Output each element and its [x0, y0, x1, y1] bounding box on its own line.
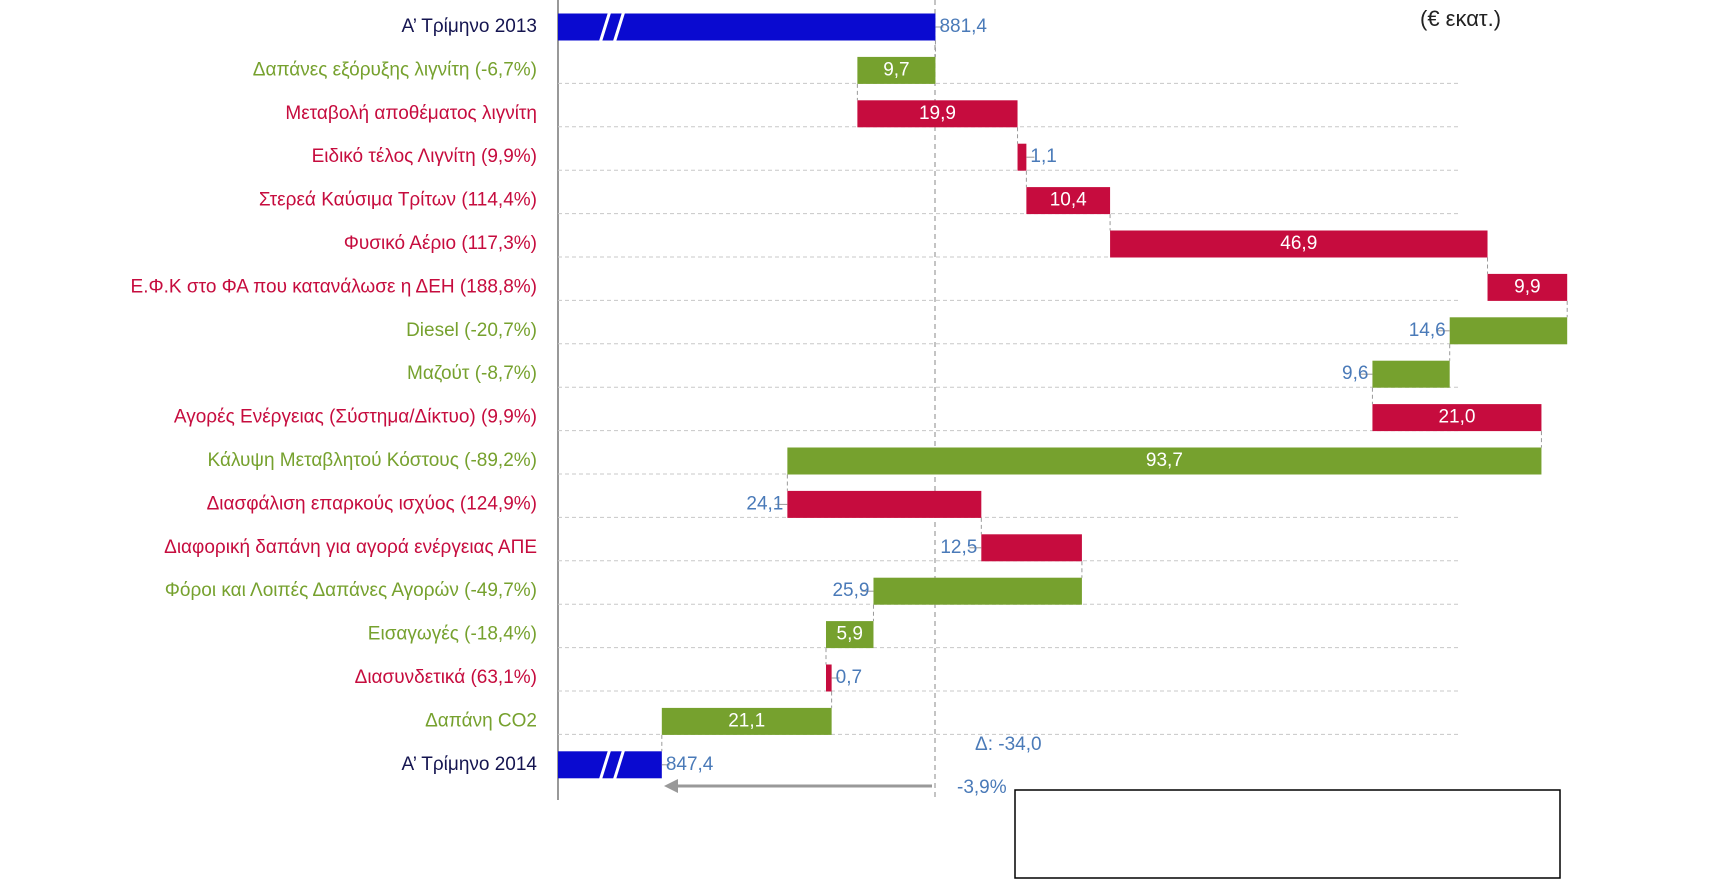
- value-label: 847,4: [666, 754, 714, 775]
- axis-break: [612, 10, 626, 44]
- note-box: [1014, 789, 1561, 879]
- value-label: 19,9: [919, 103, 956, 124]
- change-bar: [1017, 143, 1027, 171]
- category-label: Διασφάλιση επαρκούς ισχύος (124,9%): [207, 493, 537, 514]
- category-label: Ε.Φ.Κ στο ΦΑ που κατανάλωσε η ΔΕΗ (188,8…: [131, 276, 537, 297]
- change-bar: [1449, 317, 1568, 345]
- change-bar: [857, 100, 1018, 128]
- value-label: 25,9: [832, 580, 869, 601]
- percent-annotation: -3,9%: [957, 777, 1007, 798]
- total-bar: [558, 751, 662, 779]
- category-label: Διασυνδετικά (63,1%): [355, 667, 537, 688]
- category-label: Μαζούτ (-8,7%): [407, 363, 537, 384]
- change-bar: [873, 577, 1082, 605]
- value-label: 10,4: [1050, 190, 1087, 211]
- change-bar: [787, 447, 1542, 475]
- change-bar: [981, 534, 1082, 562]
- value-label: 93,7: [1146, 450, 1183, 471]
- category-label: Αγορές Ενέργειας (Σύστημα/Δίκτυο) (9,9%): [174, 407, 537, 428]
- value-label: 9,7: [883, 59, 909, 80]
- value-label: 14,6: [1409, 320, 1446, 341]
- change-bar: [1110, 230, 1488, 258]
- change-bar: [1026, 187, 1111, 215]
- change-bar: [825, 664, 832, 692]
- axis-break: [612, 748, 626, 782]
- category-label: Μεταβολή αποθέματος λιγνίτη: [285, 103, 537, 124]
- value-label: 24,1: [746, 493, 783, 514]
- value-label: 881,4: [939, 16, 987, 37]
- value-label: 21,0: [1438, 407, 1475, 428]
- category-label: Δαπάνη CO2: [425, 710, 537, 731]
- change-bar: [1487, 273, 1568, 301]
- change-bar: [787, 490, 982, 518]
- axis-break: [598, 10, 612, 44]
- category-label: Diesel (-20,7%): [406, 320, 537, 341]
- category-label: Στερεά Καύσιμα Τρίτων (114,4%): [259, 190, 537, 211]
- value-label: 21,1: [728, 710, 765, 731]
- category-label: Α’ Τρίμηνο 2014: [402, 754, 538, 775]
- value-label: 9,6: [1342, 363, 1368, 384]
- category-label: Δαπάνες εξόρυξης λιγνίτη (-6,7%): [253, 59, 537, 80]
- change-bar: [825, 621, 874, 649]
- change-bar: [857, 56, 936, 84]
- value-label: 46,9: [1280, 233, 1317, 254]
- category-label: Α’ Τρίμηνο 2013: [402, 16, 537, 37]
- category-label: Κάλυψη Μεταβλητού Κόστους (-89,2%): [208, 450, 537, 471]
- value-label: 12,5: [940, 537, 977, 558]
- value-label: 0,7: [836, 667, 862, 688]
- arrow-head: [664, 779, 678, 793]
- delta-annotation: Δ: -34,0: [975, 734, 1042, 755]
- change-bar: [661, 707, 832, 735]
- axis-break: [598, 748, 612, 782]
- change-bar: [1372, 404, 1542, 432]
- category-label: Φόροι και Λοιπές Δαπάνες Αγορών (-49,7%): [165, 580, 537, 601]
- category-label: Εισαγωγές (-18,4%): [368, 624, 537, 645]
- change-bar: [1372, 360, 1450, 388]
- value-label: 5,9: [837, 624, 863, 645]
- value-label: 1,1: [1030, 146, 1056, 167]
- category-label: Διαφορική δαπάνη για αγορά ενέργειας ΑΠΕ: [164, 537, 537, 558]
- value-label: 9,9: [1514, 276, 1540, 297]
- unit-label: (€ εκατ.): [1420, 6, 1501, 31]
- category-label: Ειδικό τέλος Λιγνίτη (9,9%): [312, 146, 537, 167]
- category-label: Φυσικό Αέριο (117,3%): [344, 233, 537, 254]
